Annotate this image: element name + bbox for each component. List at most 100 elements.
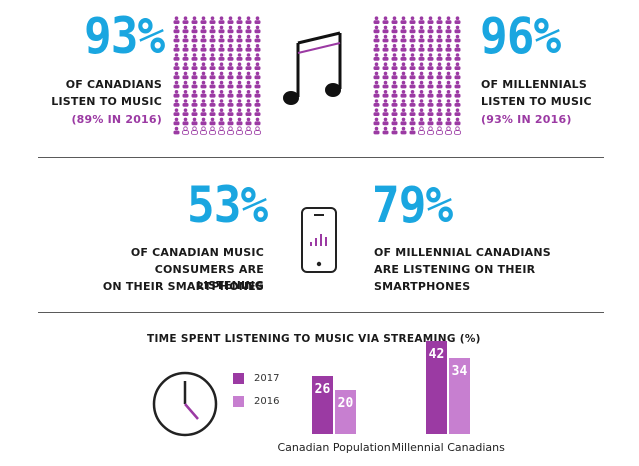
- millennials-person-icon: [373, 90, 380, 98]
- canadians-person-icon: [245, 53, 252, 61]
- smartphone-right-caption-line3: SMARTPHONES: [374, 280, 471, 293]
- millennials-person-icon: [445, 53, 452, 61]
- millennials-person-icon: [427, 25, 434, 34]
- canadians-person-icon: [173, 90, 180, 98]
- millennials-person-icon: [409, 108, 416, 116]
- millennials-person-icon: [418, 108, 425, 116]
- millennials-person-icon: [382, 71, 389, 80]
- millennials-person-icon: [391, 16, 398, 24]
- millennials-caption-line1: OF MILLENNIALS: [481, 78, 588, 91]
- canadians-caption-line1: OF CANADIANS: [65, 78, 162, 91]
- canadians-person-icon: [227, 117, 234, 126]
- canadians-person-icon: [254, 16, 261, 24]
- canadians-smartphone-percent: 53%: [187, 176, 268, 234]
- canadians-person-icon: [236, 16, 243, 24]
- millennials-person-icon: [454, 25, 461, 34]
- canadians-person-icon: [254, 80, 261, 89]
- millennials-person-icon: [373, 25, 380, 34]
- smartphone-left-caption-line3: ON THEIR SMARTPHONES: [102, 280, 264, 293]
- millennials-person-icon: [409, 80, 416, 89]
- millennials-person-icon: [454, 53, 461, 61]
- canadians-person-icon: [173, 53, 180, 61]
- bar-2016-1: 34: [449, 358, 470, 434]
- people-grid-canadians: [173, 16, 261, 135]
- canadians-person-icon: [191, 90, 198, 98]
- legend-swatch-2017: [233, 373, 244, 384]
- canadians-person-icon: [200, 108, 207, 116]
- millennials-percent: 96%: [480, 7, 561, 65]
- millennials-person-icon: [427, 99, 434, 107]
- millennials-person-icon: [409, 117, 416, 126]
- bar-value-label: 34: [451, 364, 468, 380]
- millennials-person-icon: [427, 53, 434, 61]
- millennials-person-icon: [445, 25, 452, 34]
- millennials-person-icon: [454, 117, 461, 126]
- canadians-person-icon: [218, 80, 225, 89]
- millennials-person-icon: [427, 117, 434, 126]
- canadians-person-icon: [182, 90, 189, 98]
- millennials-person-icon: [454, 62, 461, 70]
- canadians-person-icon: [182, 16, 189, 24]
- canadians-person-icon: [182, 34, 189, 43]
- millennials-person-icon: [373, 126, 380, 135]
- legend-label-2016: 2016: [254, 396, 280, 407]
- millennials-person-icon: [436, 62, 443, 70]
- canadians-person-icon: [200, 62, 207, 70]
- millennials-person-icon: [391, 62, 398, 70]
- canadians-person-icon: [200, 16, 207, 24]
- millennials-person-icon: [454, 108, 461, 116]
- canadians-person-icon: [182, 62, 189, 70]
- canadians-person-icon: [173, 99, 180, 107]
- canadians-percent: 93%: [84, 7, 165, 65]
- canadians-person-icon: [182, 53, 189, 61]
- millennials-person-icon: [409, 44, 416, 52]
- canadians-person-icon: [254, 34, 261, 43]
- millennials-person-icon: [436, 34, 443, 43]
- canadians-person-icon: [182, 25, 189, 34]
- canadians-person-icon: [254, 90, 261, 98]
- canadians-person-icon: [200, 90, 207, 98]
- canadians-person-icon: [254, 62, 261, 70]
- millennials-person-icon: [409, 62, 416, 70]
- canadians-person-icon: [245, 62, 252, 70]
- millennials-person-icon: [427, 90, 434, 98]
- canadians-person-icon: [209, 34, 216, 43]
- canadians-person-icon: [227, 126, 234, 135]
- divider-top: [38, 157, 604, 158]
- canadians-person-icon: [173, 62, 180, 70]
- canadians-person-icon: [182, 99, 189, 107]
- millennials-person-icon: [373, 108, 380, 116]
- millennials-person-icon: [400, 62, 407, 70]
- millennials-person-icon: [373, 44, 380, 52]
- millennials-person-icon: [409, 53, 416, 61]
- millennials-person-icon: [400, 126, 407, 135]
- canadians-person-icon: [173, 16, 180, 24]
- canadians-person-icon: [254, 126, 261, 135]
- canadians-person-icon: [191, 71, 198, 80]
- bar-value-label: 26: [314, 382, 331, 398]
- millennials-person-icon: [454, 126, 461, 135]
- smartphone-left-caption-line2: CONSUMERS ARE LISTENING: [154, 263, 264, 292]
- millennials-person-icon: [445, 34, 452, 43]
- millennials-person-icon: [373, 16, 380, 24]
- millennials-person-icon: [427, 16, 434, 24]
- bar-2017-0: 26: [312, 376, 333, 434]
- canadians-person-icon: [245, 99, 252, 107]
- canadians-person-icon: [245, 16, 252, 24]
- canadians-person-icon: [173, 71, 180, 80]
- millennials-person-icon: [382, 80, 389, 89]
- millennials-person-icon: [409, 90, 416, 98]
- millennials-person-icon: [400, 44, 407, 52]
- canadians-previous-year: (89% IN 2016): [71, 113, 162, 126]
- millennials-person-icon: [445, 90, 452, 98]
- canadians-person-icon: [209, 44, 216, 52]
- millennials-person-icon: [418, 53, 425, 61]
- millennials-person-icon: [436, 99, 443, 107]
- millennials-person-icon: [427, 108, 434, 116]
- canadians-person-icon: [218, 25, 225, 34]
- millennials-person-icon: [445, 71, 452, 80]
- legend-swatch-2016: [233, 396, 244, 407]
- canadians-person-icon: [245, 71, 252, 80]
- millennials-person-icon: [382, 126, 389, 135]
- millennials-person-icon: [427, 126, 434, 135]
